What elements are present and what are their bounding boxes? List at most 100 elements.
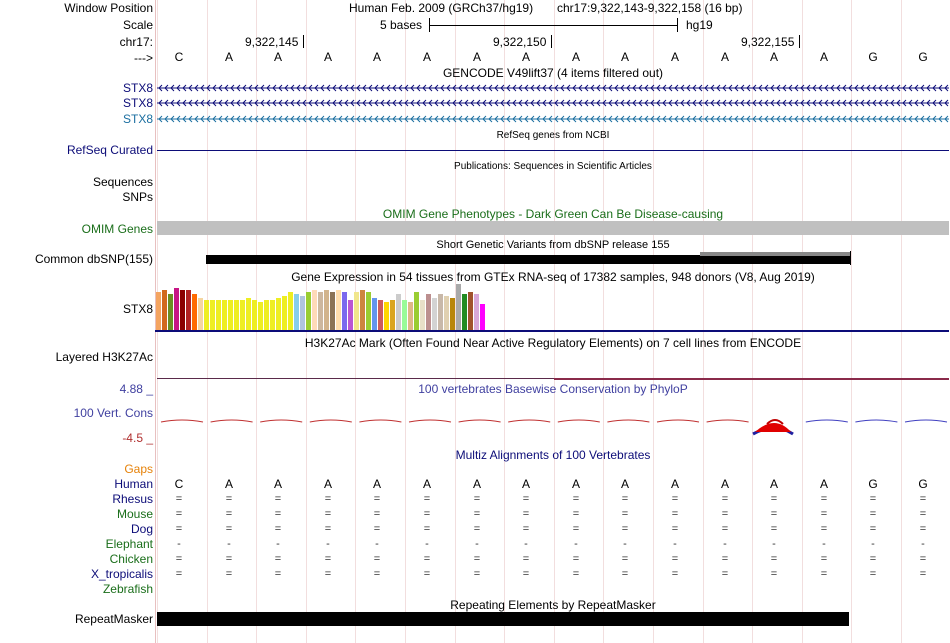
gtex-tissue-bar[interactable] (468, 292, 473, 330)
gtex-tissue-bar[interactable] (192, 294, 197, 330)
gtex-tissue-bar[interactable] (186, 290, 191, 330)
gencode-item-label-2[interactable]: STX8 (122, 96, 153, 110)
gtex-tissue-bar[interactable] (402, 300, 407, 330)
gtex-tissue-bar[interactable] (384, 302, 389, 330)
dbsnp-track-title[interactable]: Short Genetic Variants from dbSNP releas… (436, 239, 670, 251)
gtex-label[interactable]: STX8 (122, 302, 153, 316)
multiz-track-title[interactable]: Multiz Alignments of 100 Vertebrates (455, 448, 651, 462)
phylop-track-title[interactable]: 100 vertebrates Basewise Conservation by… (418, 382, 688, 396)
gtex-tissue-bar[interactable] (168, 294, 173, 330)
gtex-tissue-bar[interactable] (438, 294, 443, 330)
multiz-species-label[interactable]: Dog (130, 522, 153, 536)
gtex-tissue-bar[interactable] (180, 290, 185, 330)
h3k27ac-track-title[interactable]: H3K27Ac Mark (Often Found Near Active Re… (304, 336, 802, 350)
multiz-gaps-label[interactable]: Gaps (124, 462, 153, 476)
publications-track-title[interactable]: Publications: Sequences in Scientific Ar… (454, 161, 652, 172)
gtex-tissue-bar[interactable] (360, 290, 365, 330)
gtex-tissue-bar[interactable] (270, 300, 275, 330)
multiz-species-label[interactable]: X_tropicalis (90, 567, 153, 581)
dbsnp-variant-bar-2[interactable] (700, 252, 850, 256)
gtex-tissue-bar[interactable] (408, 302, 413, 330)
gtex-tissue-bar[interactable] (156, 292, 161, 330)
omim-label[interactable]: OMIM Genes (81, 222, 153, 236)
multiz-species-label[interactable]: Zebrafish (102, 582, 153, 596)
gtex-tissue-bar[interactable] (174, 288, 179, 330)
multiz-species-label[interactable]: Mouse (116, 507, 153, 521)
gtex-tissue-bar[interactable] (234, 300, 239, 330)
gtex-tissue-bar[interactable] (372, 298, 377, 330)
gtex-tissue-bar[interactable] (348, 300, 353, 330)
gtex-tissue-bar[interactable] (324, 290, 329, 330)
gtex-tissue-bar[interactable] (330, 292, 335, 330)
dbsnp-label[interactable]: Common dbSNP(155) (34, 252, 153, 266)
refseq-label[interactable]: RefSeq Curated (66, 143, 153, 157)
gtex-tissue-bar[interactable] (480, 304, 485, 330)
gtex-tissue-bar[interactable] (378, 300, 383, 330)
gtex-tissue-bar[interactable] (264, 300, 269, 330)
gtex-tissue-bar[interactable] (246, 298, 251, 330)
multiz-species-label[interactable]: Rhesus (112, 492, 153, 506)
strand-arrow[interactable]: ---> (134, 51, 153, 65)
gtex-tissue-bar[interactable] (426, 294, 431, 330)
gtex-tissue-bar[interactable] (366, 292, 371, 330)
gtex-tissue-bar[interactable] (444, 296, 449, 330)
repeatmasker-track-title[interactable]: Repeating Elements by RepeatMasker (450, 598, 656, 612)
multiz-species-label[interactable]: Human (114, 477, 153, 491)
repeatmasker-element-bar[interactable] (157, 612, 849, 626)
gtex-tissue-bar[interactable] (216, 300, 221, 330)
gtex-tissue-bar[interactable] (252, 300, 257, 330)
gencode-item-label-3[interactable]: STX8 (122, 112, 153, 126)
gtex-tissue-bar[interactable] (414, 292, 419, 330)
gtex-tissue-bar[interactable] (342, 292, 347, 330)
gtex-tissue-bar[interactable] (294, 294, 299, 330)
gtex-tissue-bar[interactable] (450, 298, 455, 330)
gtex-tissue-bar[interactable] (288, 292, 293, 330)
gtex-tissue-bar[interactable] (432, 298, 437, 330)
phylop-label[interactable]: 100 Vert. Cons (73, 406, 153, 420)
multiz-alignment-cell: = (919, 523, 927, 535)
repeatmasker-label[interactable]: RepeatMasker (74, 612, 153, 626)
publications-snps-label[interactable]: SNPs (122, 190, 153, 204)
phylop-conservation-plot[interactable] (157, 412, 949, 440)
refseq-gene-line[interactable] (157, 150, 949, 151)
multiz-species-label[interactable]: Elephant (105, 537, 153, 551)
gencode-item-label-1[interactable]: STX8 (122, 81, 153, 95)
gtex-tissue-bar[interactable] (462, 294, 467, 330)
gtex-tissue-bar[interactable] (396, 294, 401, 330)
gtex-track-title[interactable]: Gene Expression in 54 tissues from GTEx … (291, 270, 815, 284)
gtex-tissue-bar[interactable] (456, 284, 461, 330)
gtex-tissue-bar[interactable] (336, 290, 341, 330)
gtex-tissue-bar[interactable] (198, 298, 203, 330)
refseq-track-title[interactable]: RefSeq genes from NCBI (496, 130, 610, 141)
omim-gene-bar[interactable] (157, 221, 949, 235)
gtex-tissue-bar[interactable] (228, 300, 233, 330)
gtex-tissue-bar[interactable] (282, 296, 287, 330)
omim-track-title[interactable]: OMIM Gene Phenotypes - Dark Green Can Be… (382, 207, 724, 221)
gtex-tissue-bar[interactable] (240, 300, 245, 330)
gtex-tissue-bar[interactable] (354, 292, 359, 330)
gtex-tissue-bar[interactable] (162, 290, 167, 330)
multiz-species-label[interactable]: Chicken (109, 552, 153, 566)
gencode-track-title[interactable]: GENCODE V49lift37 (4 items filtered out) (442, 66, 664, 80)
gtex-tissue-bar[interactable] (300, 296, 305, 330)
gtex-tissue-bar[interactable] (318, 292, 323, 330)
gtex-tissue-bar[interactable] (204, 300, 209, 330)
gtex-tissue-bar[interactable] (312, 290, 317, 330)
gtex-tissue-bar[interactable] (210, 300, 215, 330)
gtex-tissue-bar[interactable] (474, 294, 479, 330)
gtex-tissue-bar[interactable] (420, 300, 425, 330)
gtex-tissue-bar[interactable] (258, 302, 263, 330)
gtex-tissue-bar[interactable] (390, 300, 395, 330)
multiz-alignment-cell: = (721, 508, 729, 520)
multiz-alignment-cell: = (274, 568, 282, 580)
gencode-transcripts[interactable] (157, 81, 949, 127)
window-position-value[interactable]: chr17:9,322,143-9,322,158 (16 bp) (557, 1, 743, 15)
h3k27ac-label[interactable]: Layered H3K27Ac (55, 350, 153, 364)
gtex-tissue-bar[interactable] (306, 292, 311, 330)
gtex-expression-bars[interactable] (155, 282, 535, 330)
dbsnp-variant-bar[interactable] (206, 255, 850, 264)
gtex-tissue-bar[interactable] (222, 300, 227, 330)
gtex-tissue-bar[interactable] (276, 298, 281, 330)
publications-sequences-label[interactable]: Sequences (92, 175, 153, 189)
